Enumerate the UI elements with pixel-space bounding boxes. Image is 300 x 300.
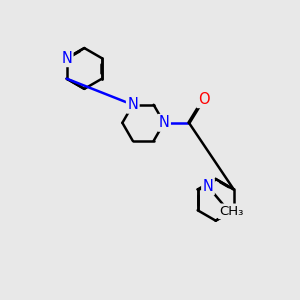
Text: O: O (198, 92, 209, 107)
Text: N: N (127, 97, 138, 112)
Text: N: N (159, 115, 170, 130)
Text: N: N (61, 51, 72, 66)
Text: CH₃: CH₃ (219, 205, 244, 218)
Text: N: N (202, 179, 213, 194)
